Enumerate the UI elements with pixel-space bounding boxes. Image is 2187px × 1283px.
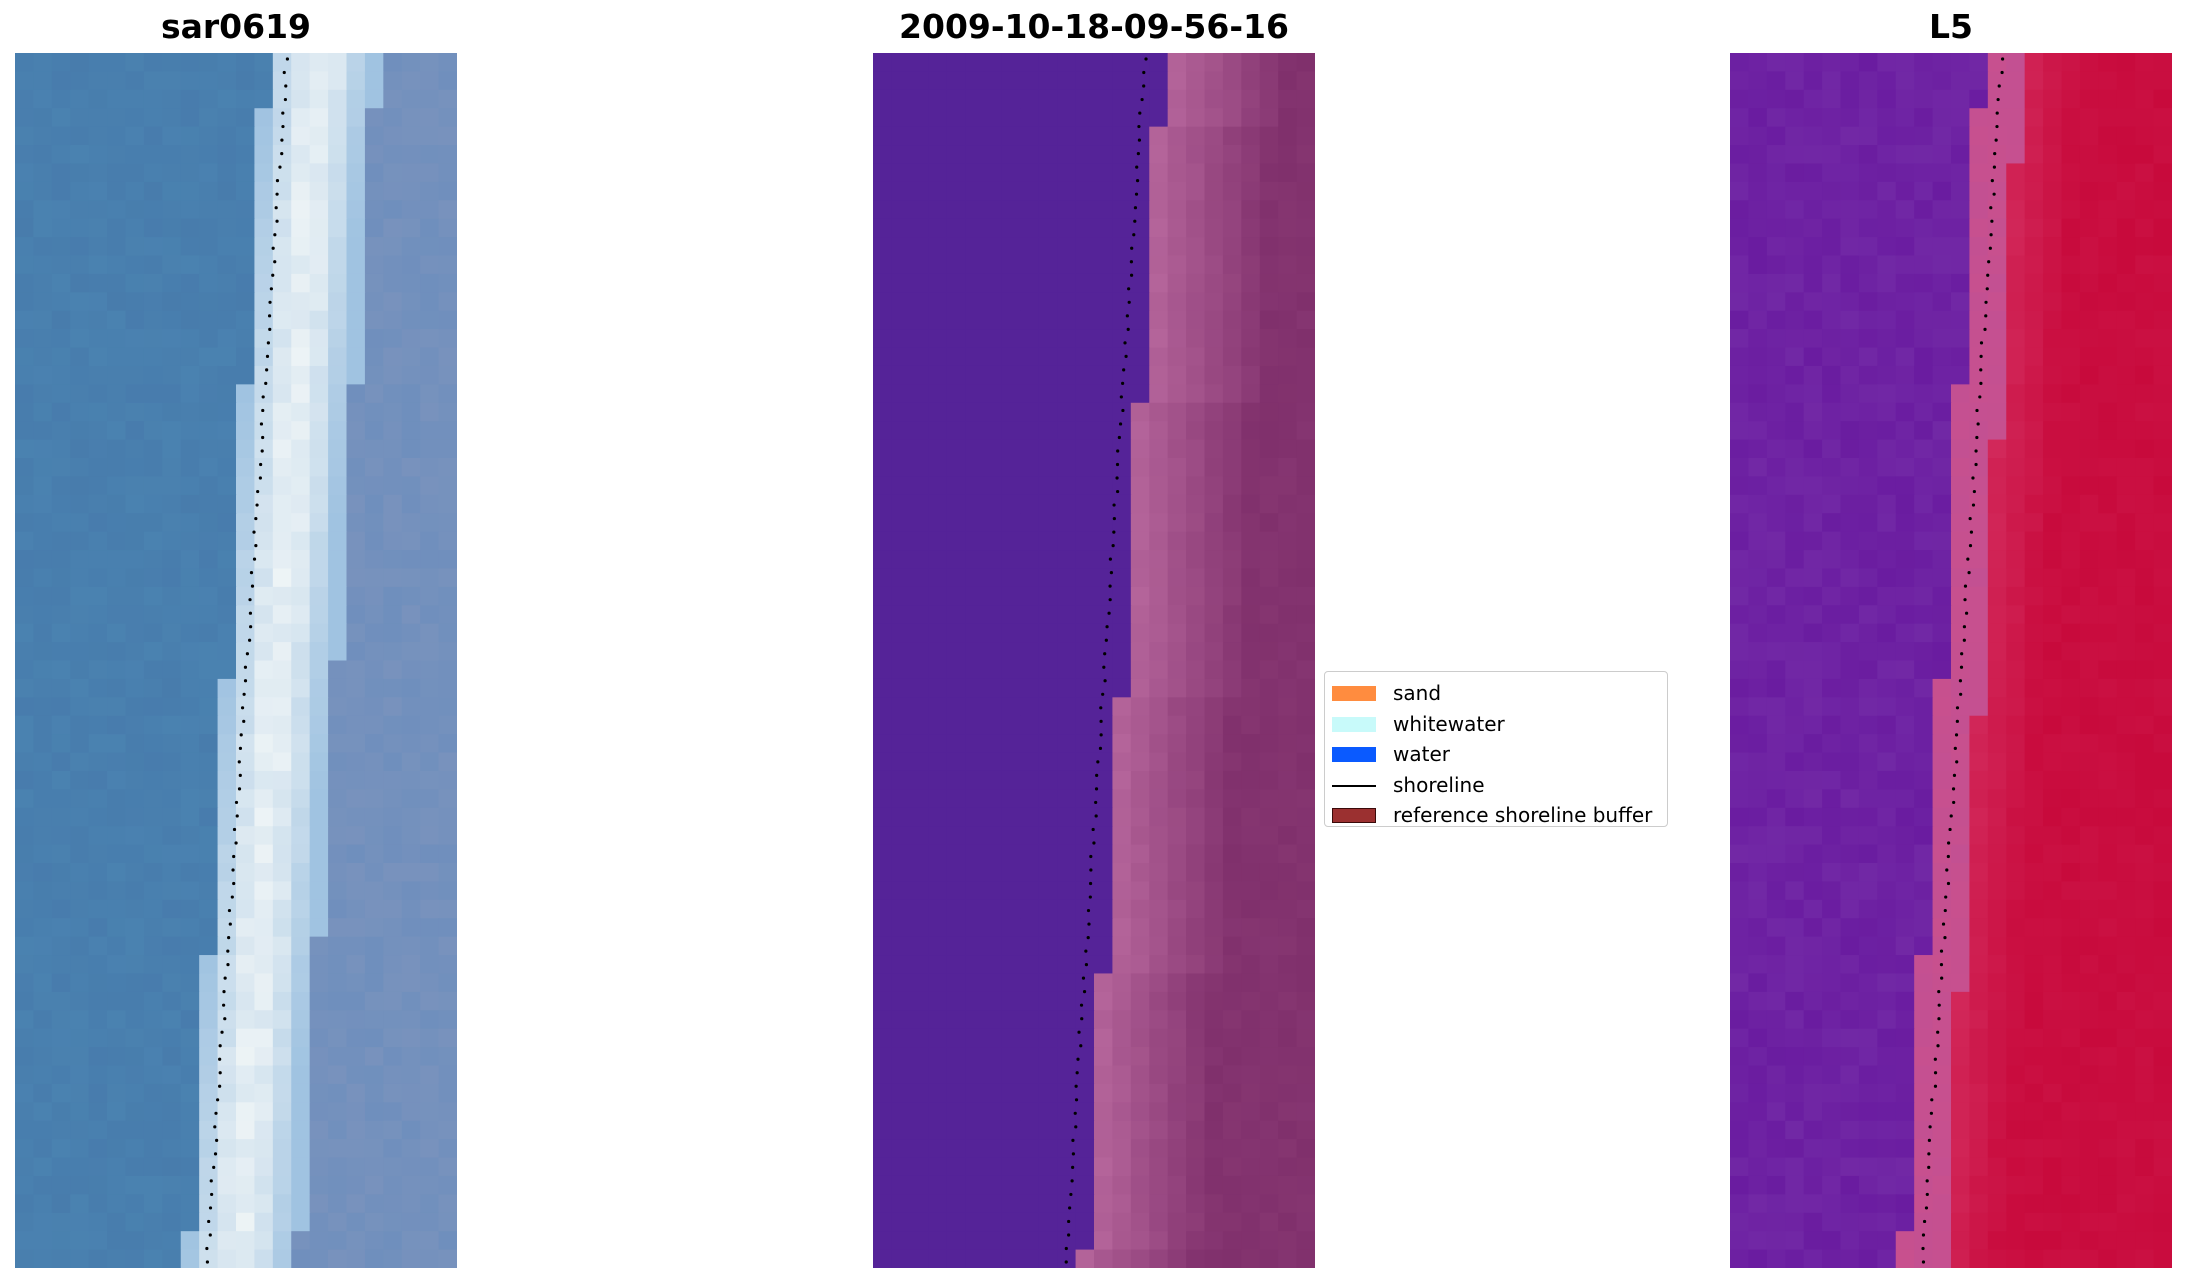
rgb-image-panel xyxy=(15,53,457,1268)
shoreline-points xyxy=(1921,57,2005,1264)
legend: sand whitewater water shoreline referenc… xyxy=(1324,671,1668,827)
legend-label: whitewater xyxy=(1393,711,1505,736)
legend-item-sand: sand xyxy=(1325,678,1667,709)
legend-item-reference-buffer: reference shoreline buffer xyxy=(1325,800,1667,831)
legend-label: water xyxy=(1393,742,1450,766)
panel-title-rgb: sar0619 xyxy=(160,7,312,46)
sand-swatch xyxy=(1332,686,1376,701)
shoreline-points xyxy=(1064,57,1148,1264)
reference-buffer-swatch xyxy=(1332,808,1376,823)
legend-label: reference shoreline buffer xyxy=(1393,803,1653,827)
shoreline-points xyxy=(205,57,289,1264)
classified-image xyxy=(873,53,1315,1268)
legend-label: shoreline xyxy=(1393,772,1485,797)
legend-item-whitewater: whitewater xyxy=(1325,709,1667,740)
legend-item-shoreline: shoreline xyxy=(1325,770,1667,801)
index-image xyxy=(1730,53,2172,1268)
legend-item-water: water xyxy=(1325,739,1667,770)
whitewater-swatch xyxy=(1332,716,1376,732)
index-image-panel xyxy=(1730,53,2172,1268)
water-swatch xyxy=(1332,747,1376,762)
shoreline-line-swatch xyxy=(1332,784,1376,787)
legend-label: sand xyxy=(1393,681,1442,705)
panel-title-index: L5 xyxy=(1929,7,1973,46)
rgb-image xyxy=(15,53,457,1268)
classified-image-panel xyxy=(873,53,1315,1268)
panel-title-classified: 2009-10-18-09-56-16 xyxy=(899,7,1289,46)
